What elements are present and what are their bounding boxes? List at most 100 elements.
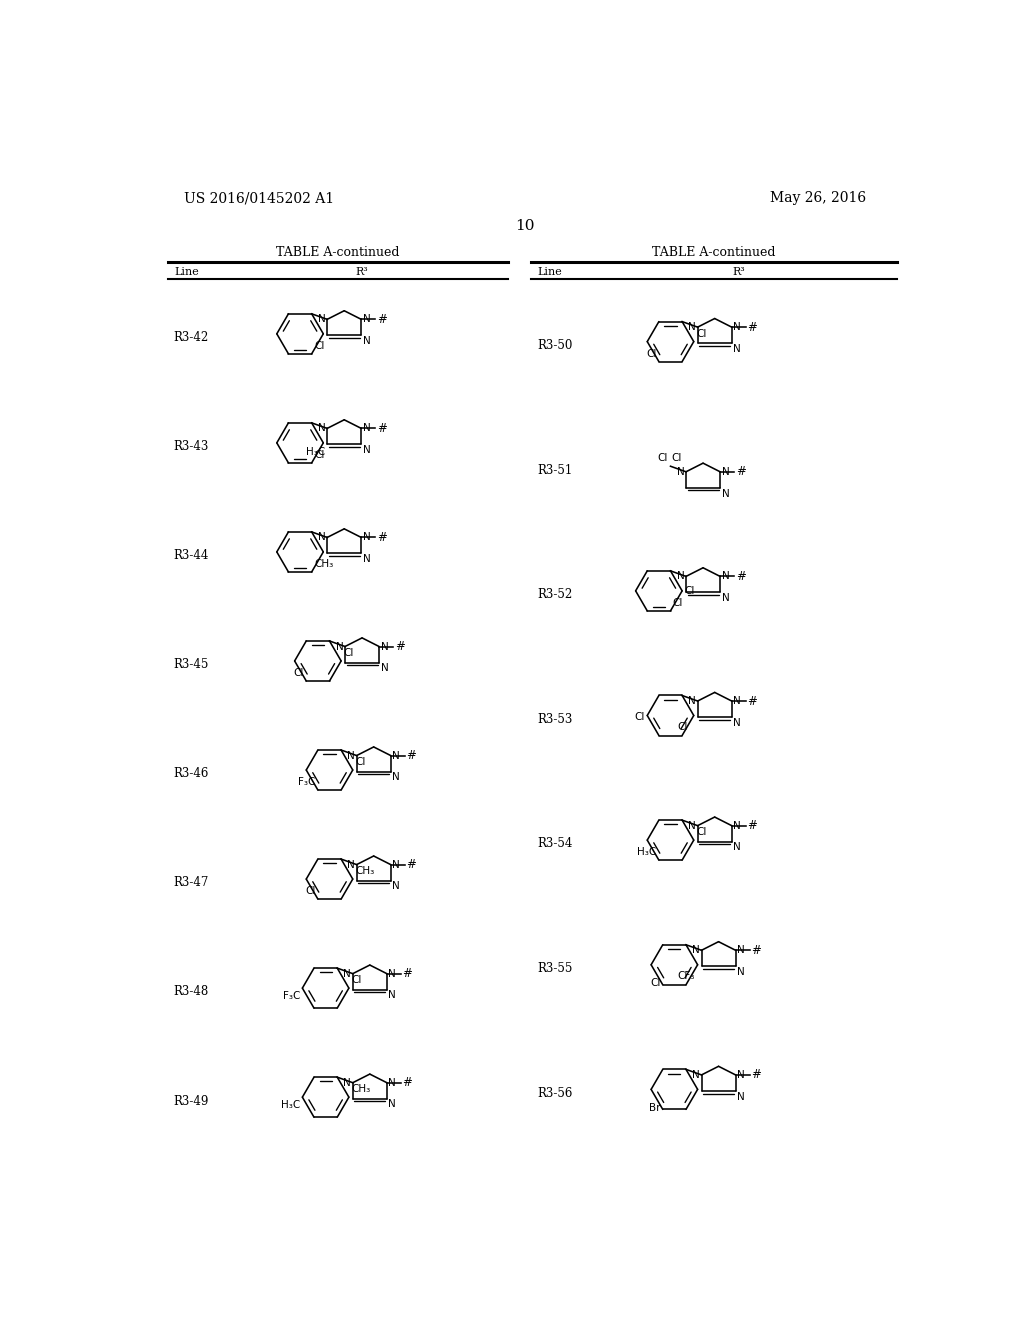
Text: Cl: Cl [355, 756, 366, 767]
Text: N: N [343, 969, 351, 978]
Text: H₃C: H₃C [281, 1101, 300, 1110]
Text: R3-53: R3-53 [538, 713, 572, 726]
Text: Cl: Cl [677, 722, 687, 731]
Text: N: N [362, 424, 371, 433]
Text: N: N [733, 821, 741, 830]
Text: N: N [722, 488, 729, 499]
Text: N: N [388, 1077, 396, 1088]
Text: TABLE A-continued: TABLE A-continued [652, 246, 775, 259]
Text: N: N [737, 945, 744, 956]
Text: Cl: Cl [351, 975, 361, 985]
Text: #: # [394, 640, 404, 653]
Text: N: N [737, 1071, 744, 1080]
Text: N: N [336, 642, 343, 652]
Text: Cl: Cl [343, 648, 354, 657]
Text: #: # [751, 944, 761, 957]
Text: N: N [381, 663, 388, 673]
Text: Br: Br [649, 1102, 660, 1113]
Text: R3-46: R3-46 [173, 767, 208, 780]
Text: Cl: Cl [635, 711, 645, 722]
Text: TABLE A-continued: TABLE A-continued [276, 246, 399, 259]
Text: N: N [737, 1092, 744, 1102]
Text: Cl: Cl [314, 450, 325, 459]
Text: R3-52: R3-52 [538, 589, 572, 601]
Text: N: N [362, 337, 371, 346]
Text: N: N [392, 859, 400, 870]
Text: H₃C: H₃C [305, 446, 325, 457]
Text: N: N [677, 467, 684, 477]
Text: #: # [407, 858, 416, 871]
Text: May 26, 2016: May 26, 2016 [770, 191, 866, 206]
Text: N: N [722, 467, 729, 477]
Text: #: # [748, 321, 757, 334]
Text: Cl: Cl [305, 886, 315, 896]
Text: N: N [733, 696, 741, 706]
Text: F₃C: F₃C [283, 991, 300, 1001]
Text: R3-51: R3-51 [538, 463, 572, 477]
Text: #: # [735, 465, 745, 478]
Text: N: N [388, 969, 396, 978]
Text: #: # [377, 313, 387, 326]
Text: #: # [377, 531, 387, 544]
Text: R³: R³ [355, 268, 368, 277]
Text: N: N [317, 532, 326, 543]
Text: Cl: Cl [696, 828, 707, 837]
Text: R3-44: R3-44 [173, 549, 208, 562]
Text: N: N [362, 314, 371, 325]
Text: #: # [748, 694, 757, 708]
Text: N: N [692, 945, 700, 956]
Text: N: N [343, 1077, 351, 1088]
Text: N: N [362, 445, 371, 455]
Text: N: N [692, 1071, 700, 1080]
Text: Cl: Cl [684, 586, 695, 595]
Text: CH₃: CH₃ [351, 1084, 371, 1094]
Text: N: N [381, 642, 388, 652]
Text: N: N [737, 968, 744, 977]
Text: Cl: Cl [314, 341, 325, 351]
Text: #: # [377, 422, 387, 434]
Text: Cl: Cl [696, 329, 707, 338]
Text: Cl: Cl [650, 978, 660, 989]
Text: R3-56: R3-56 [538, 1086, 572, 1100]
Text: R3-47: R3-47 [173, 876, 208, 890]
Text: R3-43: R3-43 [173, 440, 208, 453]
Text: N: N [722, 593, 729, 603]
Text: N: N [677, 572, 684, 581]
Text: Cl: Cl [646, 348, 656, 359]
Text: R3-42: R3-42 [173, 331, 208, 345]
Text: N: N [688, 322, 696, 333]
Text: N: N [733, 842, 741, 853]
Text: R3-55: R3-55 [538, 962, 572, 975]
Text: #: # [407, 748, 416, 762]
Text: N: N [317, 424, 326, 433]
Text: H₃C: H₃C [637, 847, 656, 857]
Text: N: N [733, 718, 741, 727]
Text: R³: R³ [732, 268, 744, 277]
Text: F₃C: F₃C [298, 777, 315, 787]
Text: N: N [722, 572, 729, 581]
Text: US 2016/0145202 A1: US 2016/0145202 A1 [183, 191, 334, 206]
Text: N: N [392, 882, 400, 891]
Text: CF₃: CF₃ [677, 972, 694, 981]
Text: N: N [392, 772, 400, 783]
Text: #: # [402, 968, 413, 981]
Text: Line: Line [538, 268, 562, 277]
Text: Line: Line [174, 268, 200, 277]
Text: N: N [392, 751, 400, 760]
Text: N: N [688, 821, 696, 830]
Text: N: N [733, 345, 741, 354]
Text: N: N [362, 554, 371, 564]
Text: Cl: Cl [672, 453, 682, 463]
Text: 10: 10 [515, 219, 535, 234]
Text: Cl: Cl [657, 453, 669, 463]
Text: #: # [735, 570, 745, 583]
Text: R3-48: R3-48 [173, 986, 208, 998]
Text: #: # [748, 820, 757, 832]
Text: N: N [388, 990, 396, 1001]
Text: CH₃: CH₃ [355, 866, 375, 876]
Text: Cl: Cl [673, 598, 683, 607]
Text: N: N [347, 859, 355, 870]
Text: N: N [362, 532, 371, 543]
Text: N: N [388, 1100, 396, 1110]
Text: N: N [317, 314, 326, 325]
